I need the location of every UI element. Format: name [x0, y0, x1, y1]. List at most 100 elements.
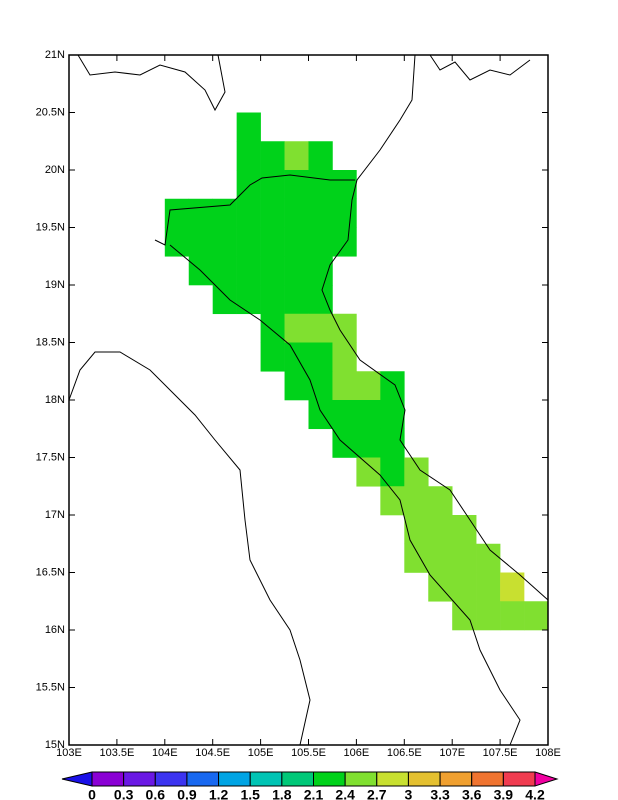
- grid-cell: [236, 227, 261, 257]
- colorbar-box: [186, 771, 220, 787]
- colorbar-box: [376, 771, 409, 787]
- colorbar-label: 3: [405, 787, 413, 800]
- colorbar-arrow: [534, 771, 559, 787]
- colorbar-label: 0.9: [177, 787, 197, 800]
- x-tick-label: 106.5E: [387, 747, 422, 759]
- y-tick-label: 17.5N: [36, 451, 65, 463]
- x-tick-label: 103.5E: [99, 747, 134, 759]
- colorbar-box: [471, 771, 504, 787]
- grid-cell: [236, 256, 261, 286]
- grid-cell: [332, 371, 357, 401]
- grid-cell: [284, 170, 309, 200]
- colorbar-label: 0.3: [114, 787, 134, 800]
- x-tick-label: 103E: [56, 747, 82, 759]
- grid-cell: [476, 601, 501, 631]
- y-tick-label: 19.5N: [36, 221, 65, 233]
- colorbar-label: 1.2: [209, 787, 229, 800]
- grid-cell: [164, 227, 190, 257]
- border: [77, 54, 226, 112]
- grid-cell: [356, 400, 381, 430]
- colorbar-box: [218, 771, 251, 787]
- grid-cell: [500, 572, 525, 602]
- grid-cell: [308, 285, 333, 315]
- grid-cell: [332, 198, 357, 228]
- grid-cell: [452, 601, 477, 631]
- x-tick-label: 105E: [248, 747, 274, 759]
- grid-cell: [284, 198, 309, 228]
- grid-cell: [284, 371, 309, 401]
- y-tick-label: 16N: [45, 624, 65, 636]
- y-tick-label: 16.5N: [36, 566, 65, 578]
- x-tick-label: 105.5E: [291, 747, 326, 759]
- grid-cell: [380, 428, 405, 458]
- grid-cell: [188, 198, 213, 228]
- grid-cell: [452, 543, 477, 573]
- grid-cell: [260, 313, 285, 343]
- y-tick-label: 18N: [45, 394, 65, 406]
- y-tick-label: 18.5N: [36, 336, 65, 348]
- grid-cell: [308, 170, 333, 200]
- grid-cell: [212, 227, 237, 257]
- grid-cell: [356, 428, 381, 458]
- colorbar-box: [313, 771, 346, 787]
- colorbar-box: [344, 771, 378, 787]
- colorbar-box: [281, 771, 315, 787]
- colorbar-label: 2.7: [367, 787, 387, 800]
- grid-cell: [332, 227, 357, 257]
- grid-cell: [452, 515, 477, 545]
- grid-cell: [380, 371, 405, 401]
- colorbar-label: 4.2: [525, 787, 545, 800]
- grid-cell: [428, 486, 453, 516]
- grid-cell: [380, 400, 405, 430]
- border: [169, 244, 521, 746]
- colorbar-box: [123, 771, 156, 787]
- x-tick-label: 108E: [535, 747, 561, 759]
- grid-cell: [476, 543, 501, 573]
- coastline: [429, 54, 531, 81]
- colorbar-box: [439, 771, 473, 787]
- colorbar-label: 3.9: [494, 787, 514, 800]
- y-tick-label: 20N: [45, 164, 65, 176]
- grid-cell: [188, 227, 213, 257]
- colorbar-label: 0.6: [146, 787, 166, 800]
- grid-cell: [500, 601, 525, 631]
- grid-cell: [308, 313, 333, 343]
- colorbar-box: [249, 771, 283, 787]
- grid-cell: [332, 400, 357, 430]
- y-tick-label: 21N: [45, 49, 65, 61]
- grid-cell: [428, 543, 453, 573]
- grid-cell: [332, 313, 357, 343]
- y-tick-label: 15N: [45, 739, 65, 751]
- grid-cell: [308, 198, 333, 228]
- y-tick-label: 17N: [45, 509, 65, 521]
- grid-cell: [308, 141, 333, 171]
- grid-cell: [404, 515, 429, 545]
- grid-cell: [308, 342, 333, 372]
- y-tick-label: 15.5N: [36, 681, 65, 693]
- grid-cell: [404, 543, 429, 573]
- colorbar: 0 0.3 0.6 0.9 1.2 1.5 1.8 2.1 2.4 2.7 3 3.3 3.6 3.9 4.…: [61, 771, 559, 800]
- border: [154, 174, 355, 246]
- colorbar-label: 1.8: [272, 787, 292, 800]
- border: [68, 351, 311, 746]
- grid-cell: [452, 572, 477, 602]
- grid-cell: [476, 572, 501, 602]
- grid-cell: [404, 457, 429, 487]
- colorbar-label: 3.3: [430, 787, 450, 800]
- grid-cell: [308, 256, 333, 286]
- grid-cell: [284, 256, 309, 286]
- grid-cell: [260, 256, 285, 286]
- grid-cell: [164, 198, 190, 228]
- colorbar-box: [154, 771, 188, 787]
- grid-cell: [308, 227, 333, 257]
- x-tick-label: 104E: [152, 747, 178, 759]
- colorbar-label: 2.1: [304, 787, 324, 800]
- colorbar-label: 0: [88, 787, 96, 800]
- grid-cell: [212, 256, 237, 286]
- grid-cell: [260, 170, 285, 200]
- colorbar-label: 1.5: [240, 787, 260, 800]
- data-cells: [164, 112, 549, 631]
- coastline: [321, 54, 549, 601]
- grid-cell: [332, 170, 357, 200]
- grid-cell: [308, 400, 333, 430]
